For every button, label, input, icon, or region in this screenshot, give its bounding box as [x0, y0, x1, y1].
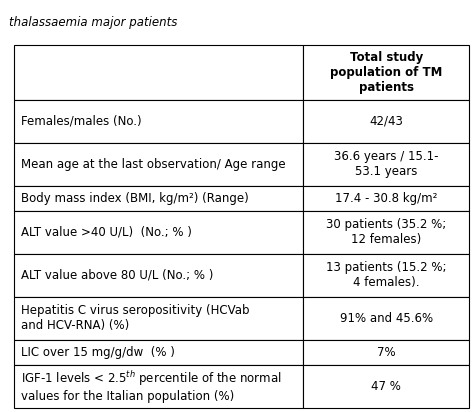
Text: Body mass index (BMI, kg/m²) (Range): Body mass index (BMI, kg/m²) (Range)	[21, 192, 249, 205]
Text: 13 patients (15.2 %;
4 females).: 13 patients (15.2 %; 4 females).	[326, 261, 447, 289]
Text: Total study
population of TM
patients: Total study population of TM patients	[330, 51, 442, 94]
Text: 47 %: 47 %	[371, 380, 401, 393]
Text: Mean age at the last observation/ Age range: Mean age at the last observation/ Age ra…	[21, 158, 286, 171]
Text: ALT value above 80 U/L (No.; % ): ALT value above 80 U/L (No.; % )	[21, 269, 214, 282]
Text: 7%: 7%	[377, 346, 395, 359]
Text: 42/43: 42/43	[369, 115, 403, 128]
Text: 36.6 years / 15.1-
53.1 years: 36.6 years / 15.1- 53.1 years	[334, 150, 438, 178]
Text: thalassaemia major patients: thalassaemia major patients	[9, 16, 178, 30]
Text: 17.4 - 30.8 kg/m²: 17.4 - 30.8 kg/m²	[335, 192, 438, 205]
Text: 91% and 45.6%: 91% and 45.6%	[340, 312, 433, 325]
Text: Hepatitis C virus seropositivity (HCVab
and HCV-RNA) (%): Hepatitis C virus seropositivity (HCVab …	[21, 304, 250, 332]
Text: ALT value >40 U/L)  (No.; % ): ALT value >40 U/L) (No.; % )	[21, 226, 192, 239]
Text: 30 patients (35.2 %;
12 females): 30 patients (35.2 %; 12 females)	[326, 218, 447, 246]
Text: Females/males (No.): Females/males (No.)	[21, 115, 142, 128]
Text: IGF-1 levels < 2.5$^{th}$ percentile of the normal
values for the Italian popula: IGF-1 levels < 2.5$^{th}$ percentile of …	[21, 370, 282, 403]
Text: LIC over 15 mg/g/dw  (% ): LIC over 15 mg/g/dw (% )	[21, 346, 175, 359]
